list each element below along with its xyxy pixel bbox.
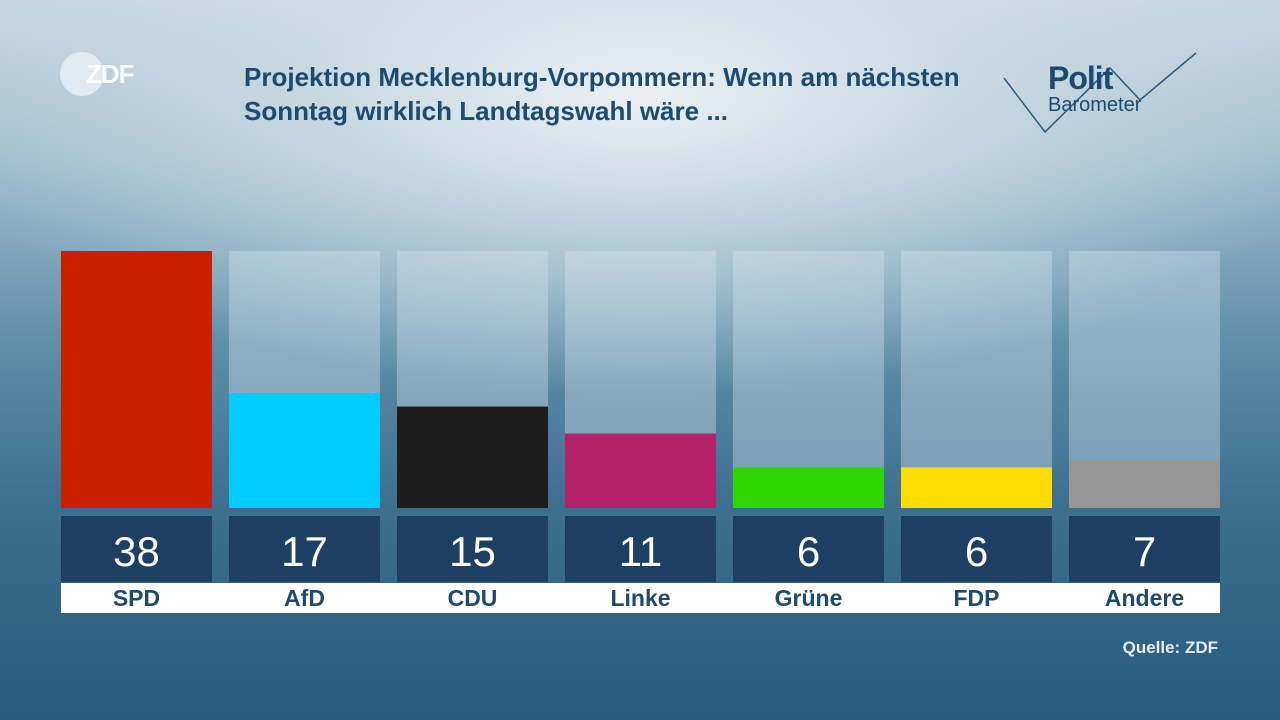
politbarometer-logo: Polit Barometer — [1000, 48, 1200, 138]
zdf-logo: ZDF — [60, 50, 140, 98]
value-box — [1069, 516, 1220, 582]
bar-spd — [61, 251, 212, 508]
category-label: Linke — [610, 585, 670, 611]
value-box — [901, 516, 1052, 582]
value-box — [565, 516, 716, 582]
source-note: Quelle: ZDF — [1122, 638, 1218, 657]
brand-line1: Polit — [1048, 60, 1113, 96]
category-label: Grüne — [775, 585, 843, 611]
value-box — [61, 516, 212, 582]
value-label: 17 — [281, 528, 328, 575]
category-label: Andere — [1105, 585, 1184, 611]
value-label: 11 — [619, 528, 663, 575]
bar-andere — [1069, 460, 1220, 508]
bar-track — [733, 251, 884, 508]
value-label: 6 — [965, 528, 988, 575]
chart-title: Projektion Mecklenburg-Vorpommern: Wenn … — [244, 62, 960, 126]
category-label: AfD — [284, 585, 325, 611]
category-label: FDP — [954, 585, 1000, 611]
bar-afd — [229, 393, 380, 508]
svg-text:ZDF: ZDF — [86, 59, 134, 89]
brand-line2: Barometer — [1048, 94, 1142, 116]
value-box — [229, 516, 380, 582]
category-strip — [61, 583, 1220, 613]
value-label: 38 — [113, 528, 160, 575]
bar-track — [901, 251, 1052, 508]
value-box — [397, 516, 548, 582]
bar-cdu — [397, 406, 548, 508]
bar-linke — [565, 433, 716, 508]
value-label: 7 — [1133, 528, 1156, 575]
value-box — [733, 516, 884, 582]
bar-fdp — [901, 467, 1052, 508]
value-label: 6 — [797, 528, 820, 575]
category-label: CDU — [448, 585, 498, 611]
category-label: SPD — [113, 585, 160, 611]
value-label: 15 — [449, 528, 496, 575]
bar-grüne — [733, 467, 884, 508]
